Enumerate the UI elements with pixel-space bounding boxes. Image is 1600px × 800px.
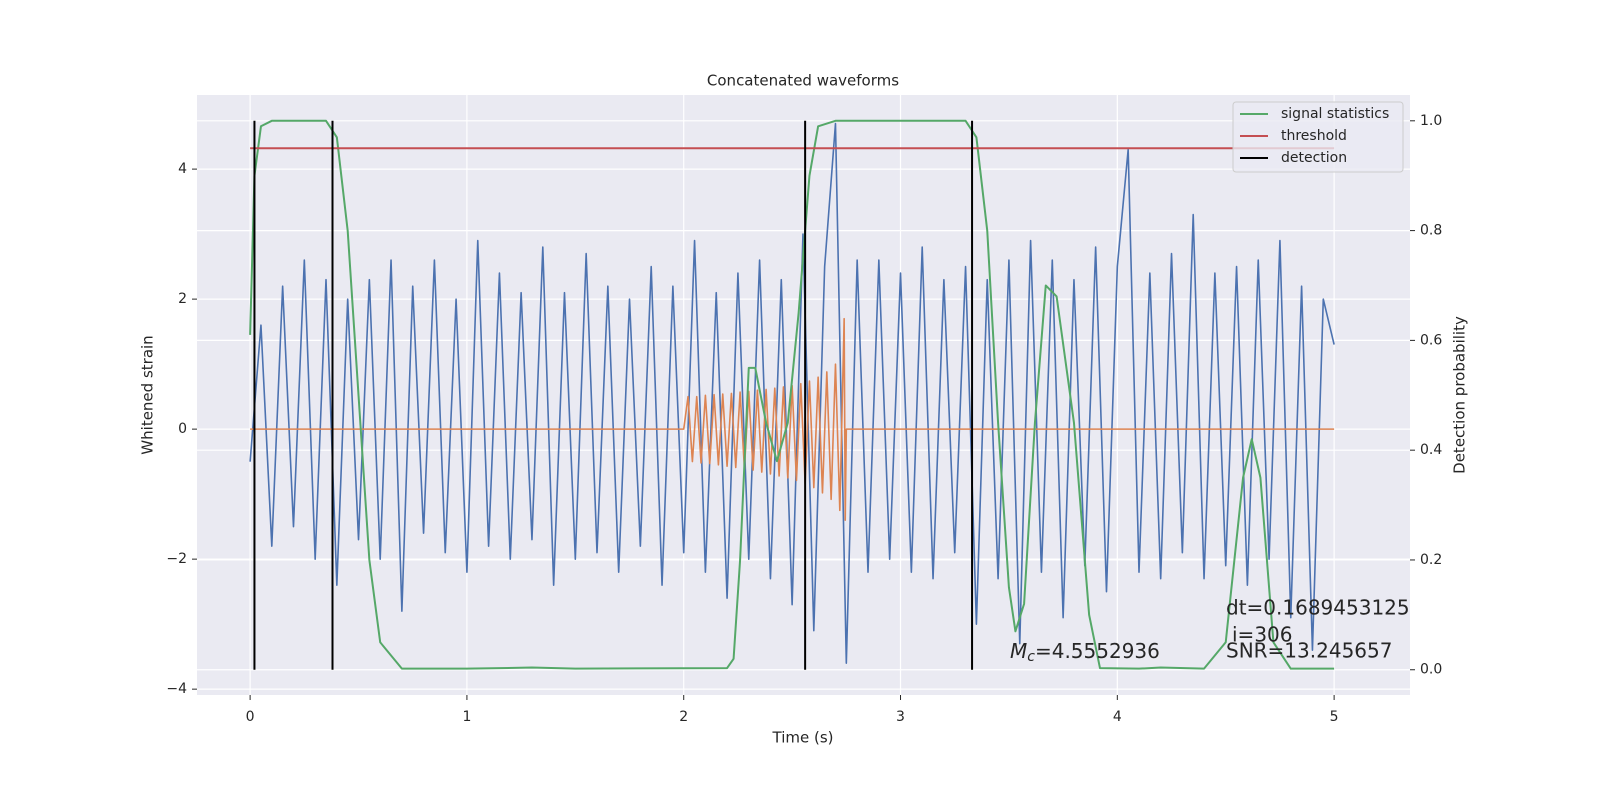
plot-area	[197, 95, 1410, 695]
x-tick-label: 1	[462, 709, 471, 725]
x-tick-label: 2	[679, 709, 688, 725]
y-tick-label: 4	[178, 161, 187, 177]
annotation-text: =4.5552936	[1035, 639, 1160, 663]
x-tick-label: 3	[896, 709, 905, 725]
annotation-subscript: c	[1027, 649, 1035, 665]
x-axis-label: Time (s)	[772, 729, 834, 747]
series-line	[249, 119, 1335, 670]
annotation: dt=0.1689453125	[1226, 596, 1410, 620]
x-tick-label: 4	[1113, 709, 1122, 725]
legend-label: signal statistics	[1281, 106, 1389, 122]
annotation: SNR=13.245657	[1226, 639, 1392, 663]
y2-tick-label: 0.0	[1420, 662, 1442, 678]
x-tick-label: 5	[1330, 709, 1339, 725]
annotation: Mc=4.5552936	[1010, 639, 1160, 666]
axes: 0 1 2 3 4 5 −4 −2 0 2 4 0.0 0.2 0.4 0.6 0.8 1.0	[166, 113, 1442, 725]
y2-tick-label: 0.8	[1420, 223, 1442, 239]
y2-tick-label: 0.2	[1420, 552, 1442, 568]
legend-box	[1232, 101, 1404, 173]
legend-label: threshold	[1281, 128, 1347, 144]
series-line	[253, 120, 974, 670]
legend: signal statistics threshold detection	[1232, 101, 1404, 173]
plot-marks	[249, 119, 1335, 670]
y-tick-label: −4	[166, 681, 187, 697]
annotation-symbol: M	[1010, 639, 1027, 663]
y2-tick-label: 0.6	[1420, 332, 1442, 348]
y2-tick-label: 1.0	[1420, 113, 1442, 129]
series-line	[249, 122, 1335, 664]
y-axis-label: Whitened strain	[139, 335, 157, 454]
y-tick-label: 0	[178, 421, 187, 437]
legend-label: detection	[1281, 150, 1347, 166]
y2-tick-label: 0.4	[1420, 442, 1442, 458]
x-tick-label: 0	[246, 709, 255, 725]
y2-axis-label: Detection probability	[1451, 316, 1469, 474]
y-tick-label: 2	[178, 291, 187, 307]
annotation: i=306	[1232, 623, 1293, 647]
y-tick-label: −2	[166, 551, 187, 567]
chart-title: Concatenated waveforms	[707, 72, 899, 90]
